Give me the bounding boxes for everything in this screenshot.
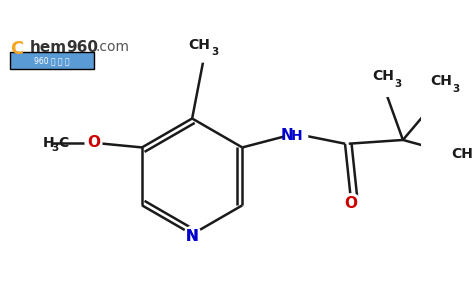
Text: 3: 3 [395, 79, 402, 89]
Text: CH: CH [189, 38, 210, 52]
Text: hem: hem [29, 40, 66, 55]
Text: 960: 960 [66, 40, 98, 55]
Text: CH: CH [451, 147, 473, 161]
Text: N: N [186, 229, 199, 244]
Text: 3: 3 [52, 143, 59, 153]
Text: O: O [87, 135, 100, 150]
Text: CH: CH [373, 69, 394, 84]
Text: 3: 3 [473, 156, 474, 166]
Text: 3: 3 [211, 47, 218, 57]
FancyBboxPatch shape [10, 52, 94, 69]
Text: C: C [10, 40, 23, 58]
Text: CH: CH [430, 74, 452, 88]
Text: .com: .com [95, 40, 129, 54]
Text: C: C [58, 136, 69, 150]
Text: H: H [291, 129, 302, 143]
Text: N: N [186, 229, 199, 244]
Text: H: H [43, 136, 55, 150]
Text: O: O [344, 196, 357, 211]
Text: N: N [281, 128, 293, 143]
Text: 960 化 工 网: 960 化 工 网 [34, 56, 70, 65]
Text: 3: 3 [453, 84, 460, 93]
